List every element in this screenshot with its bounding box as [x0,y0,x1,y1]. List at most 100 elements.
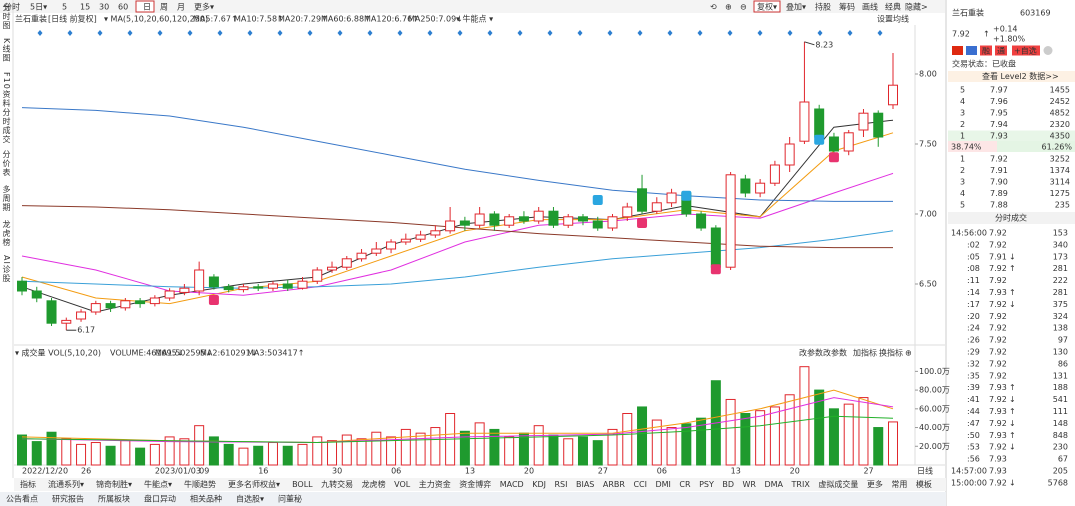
ma-label: MA5:7.67↑ [193,15,238,24]
indicator-tab[interactable]: 流通系列▾ [48,479,84,489]
indicator-tab[interactable]: BOLL [292,480,313,489]
book-price: 7.93 [990,132,1008,141]
zoom-out-icon[interactable]: ⊖ [740,3,747,12]
indicator-tab[interactable]: DMA [764,480,783,489]
trade-price: 7.92 [989,395,1007,404]
bottom-tab[interactable]: 所属板块 [98,494,130,504]
ratio-bar-bid [948,141,997,152]
indicator-tab[interactable]: ARBR [603,480,626,489]
trade-price: 7.93 [989,455,1007,464]
candle-body [430,230,441,236]
volume-button[interactable]: 改参数 [823,348,847,358]
side-tab[interactable]: 龙虎榜 [2,219,11,247]
level2-link[interactable]: 查看 Level2 数据>> [982,71,1059,81]
side-tab[interactable]: 多周期 [2,184,11,212]
trade-dir: ↑ [1009,264,1016,273]
indicator-tab[interactable]: 牛顺趋势 [184,479,216,489]
period-tab[interactable]: 分时 [4,2,20,12]
bottom-tab[interactable]: 自选股▾ [236,494,264,504]
indicator-select[interactable]: ▾ 牛能点 ▾ [456,14,493,24]
indicator-tab[interactable]: 常用 [891,480,907,489]
trade-price: 7.92 [989,240,1007,249]
period-tab[interactable]: 15 [80,3,90,12]
period-tab[interactable]: 60 [118,3,128,12]
period-tab[interactable]: 日 [143,3,151,12]
period-tab[interactable]: 5 [62,3,67,12]
indicator-tab[interactable]: 牛能点▾ [144,479,172,489]
tool-button[interactable]: 叠加▾ [786,2,806,12]
tool-button[interactable]: 隐藏> [905,2,928,12]
indicator-tab[interactable]: 更多名师权益▾ [228,479,280,489]
indicator-tab[interactable]: VOL [394,480,411,489]
side-tab[interactable]: AI诊股 [2,255,11,283]
volume-ma-line [21,415,894,444]
period-tab[interactable]: 周 [160,3,168,12]
active-tab [135,0,155,13]
indicator-tab[interactable]: 龙虎榜 [362,479,386,489]
side-tab[interactable]: F10资料 [2,72,11,108]
indicator-tab[interactable]: BD [722,480,734,489]
undo-icon[interactable]: ⟲ [710,3,717,12]
volume-button[interactable]: 改参数 [799,348,823,358]
indicator-tab[interactable]: KDJ [532,480,546,489]
badge[interactable]: +自选 [1014,46,1037,56]
tool-button[interactable]: 筹码 [839,2,855,12]
volume-bar [799,366,810,466]
period-tab[interactable]: 更多▾ [194,2,214,12]
side-tab[interactable]: 分时成交 [2,108,11,144]
badge[interactable]: 通 [997,46,1005,56]
period-tab[interactable]: 5日▾ [30,3,47,12]
side-tab[interactable]: K线图 [2,38,11,62]
indicator-tab[interactable]: RSI [554,480,567,489]
tool-button[interactable]: 持股 [815,2,831,12]
indicator-tab[interactable]: CR [679,480,691,489]
indicator-tab[interactable]: TRIX [791,480,811,489]
candle-body [666,192,677,204]
trade-dir: ↓ [1009,443,1016,452]
indicator-tab[interactable]: 九转交易 [321,479,353,489]
date-label: 06 [391,467,401,476]
trade-volume: 205 [1053,467,1068,476]
add-icon[interactable]: ⊕ [905,349,912,358]
bottom-tab[interactable]: 问董秘 [278,494,302,504]
indicator-tab[interactable]: CCI [633,480,647,489]
indicator-tab[interactable]: 更多 [867,479,883,489]
bottom-tab[interactable]: 相关品种 [190,494,222,504]
trade-volume: 324 [1053,312,1068,321]
indicator-tab[interactable]: WR [743,480,757,489]
indicator-tab[interactable]: 模板 [916,479,932,489]
side-tab[interactable]: 分价表 [2,150,11,177]
trade-volume: 848 [1053,431,1068,440]
indicator-tab[interactable]: DMI [655,480,670,489]
indicator-tab[interactable]: PSY [699,480,714,489]
signal-diamond [577,30,583,36]
trade-price: 7.92 [989,300,1007,309]
indicator-tab[interactable]: 锦奇制胜▾ [96,479,132,489]
volume-bar [179,438,190,466]
indicator-tab[interactable]: 虚拟成交量 [818,479,858,489]
candle-body [327,266,338,271]
indicator-tab[interactable]: 资金博弈 [459,479,491,489]
bottom-tab[interactable]: 公告看点 [6,494,38,504]
bottom-tab[interactable]: 研究报告 [52,494,84,504]
trade-dir: ↑ [1009,431,1016,440]
indicator-tab[interactable]: 主力资金 [419,479,451,489]
period-tab[interactable]: 月 [177,3,185,12]
settings[interactable]: 设置均线 [877,14,909,24]
indicator-tab[interactable]: MACD [500,480,524,489]
indicator-tab[interactable]: 指标 [20,479,36,489]
side-tab[interactable]: 分时图 [2,3,11,30]
period-tab[interactable]: 30 [99,3,109,12]
volume-bar [858,397,869,466]
badge[interactable]: 融 [982,46,990,56]
volume-button[interactable]: 换指标 [879,348,903,358]
trade-price: 7.93 [989,467,1007,476]
tool-button[interactable]: 经典 [885,2,901,12]
bottom-tab[interactable]: 盘口异动 [144,494,176,504]
indicator-tab[interactable]: BIAS [576,480,594,489]
tool-button[interactable]: 画线 [862,2,878,12]
tool-button[interactable]: 复权▾ [757,2,777,12]
volume-button[interactable]: 加指标 [853,348,877,358]
zoom-in-icon[interactable]: ⊕ [725,3,732,12]
